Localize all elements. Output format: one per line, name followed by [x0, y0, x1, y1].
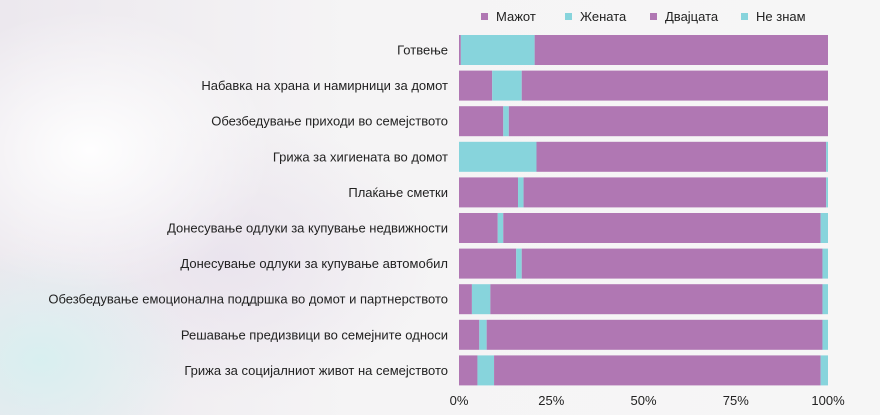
bar-segment-4-3 — [536, 141, 827, 172]
bar-segment-5-4 — [826, 177, 828, 208]
bar-segment-2-2 — [492, 70, 522, 101]
bar-segment-6-2 — [497, 213, 504, 243]
x-tick-label-1: 0% — [450, 393, 469, 408]
bar-segment-2-1 — [459, 70, 493, 101]
category-label-10: Грижа за социјалниот живот на семејствот… — [184, 363, 448, 378]
bar-segment-9-4 — [822, 319, 828, 350]
bar-segment-6-4 — [820, 213, 828, 243]
bar-segment-10-2 — [477, 355, 495, 386]
bar-segment-6-1 — [459, 213, 498, 243]
category-label-3: Обезбедување приходи во семејството — [211, 114, 448, 129]
legend-label-2: Жената — [580, 9, 627, 24]
category-label-6: Донесување одлуки за купување недвижност… — [167, 221, 448, 236]
bar-segment-9-1 — [459, 319, 480, 350]
bar-segment-2-3 — [521, 70, 828, 101]
bar-segment-6-3 — [503, 213, 821, 243]
category-label-2: Набавка на храна и намирници за домот — [201, 78, 448, 93]
bar-segment-3-3 — [508, 106, 828, 137]
legend-swatch-2 — [565, 13, 572, 20]
bar-segment-4-4 — [826, 141, 828, 172]
bar-segment-8-4 — [822, 284, 828, 315]
bar-segment-10-1 — [459, 355, 478, 386]
bar-segment-9-3 — [486, 319, 823, 350]
category-label-5: Плаќање сметки — [348, 185, 448, 200]
bar-segment-8-3 — [490, 284, 823, 315]
bar-segment-5-2 — [518, 177, 524, 208]
legend-swatch-4 — [741, 13, 748, 20]
bar-segment-7-4 — [822, 248, 828, 279]
category-label-1: Готвење — [397, 43, 448, 58]
bar-segment-5-1 — [459, 177, 519, 208]
bar-segment-10-4 — [820, 355, 828, 386]
bar-segment-7-3 — [521, 248, 823, 279]
bar-segment-8-1 — [459, 284, 472, 315]
x-tick-label-4: 75% — [723, 393, 749, 408]
bar-segment-10-3 — [494, 355, 821, 386]
bar-segment-7-1 — [459, 248, 517, 279]
legend-label-4: Не знам — [756, 9, 806, 24]
bar-segment-3-1 — [459, 106, 504, 137]
legend-swatch-1 — [481, 13, 488, 20]
legend-label-3: Двајцата — [665, 9, 719, 24]
bar-segment-5-3 — [523, 177, 827, 208]
bar-segment-1-3 — [534, 35, 828, 65]
category-label-8: Обезбедување емоционална поддршка во дом… — [48, 292, 448, 307]
bar-segment-1-2 — [460, 35, 535, 65]
x-tick-label-2: 25% — [538, 393, 564, 408]
bar-segment-9-2 — [479, 319, 487, 350]
bar-segment-8-2 — [471, 284, 491, 315]
category-label-9: Решавање предизвици во семејните односи — [181, 327, 448, 342]
legend-label-1: Мажот — [496, 9, 536, 24]
legend-swatch-3 — [650, 13, 657, 20]
bar-segment-1-1 — [459, 35, 461, 65]
x-tick-label-3: 50% — [630, 393, 656, 408]
bar-segment-7-2 — [516, 248, 522, 279]
bar-segment-4-2 — [459, 141, 537, 172]
x-tick-label-5: 100% — [811, 393, 845, 408]
bar-segment-3-2 — [503, 106, 509, 137]
category-label-4: Грижа за хигиената во домот — [273, 149, 448, 164]
category-label-7: Донесување одлуки за купување автомобил — [180, 256, 448, 271]
